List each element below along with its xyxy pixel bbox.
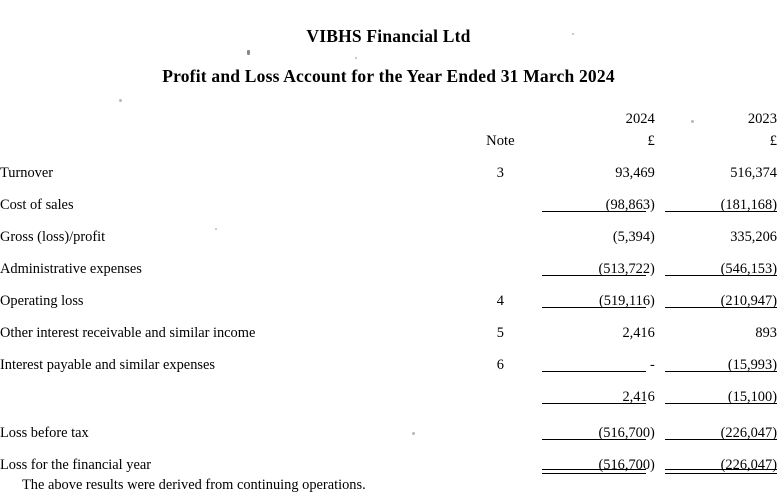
- table-header-row-units: Note £ £: [0, 128, 777, 150]
- profit-and-loss-table: 2024 2023 Note £ £ Turnover 3 93,469 516…: [0, 108, 777, 474]
- row-note: [467, 214, 534, 246]
- scan-speck: [119, 99, 122, 102]
- row-value-2023: 335,206: [730, 229, 777, 245]
- footnote-text: The above results were derived from cont…: [22, 477, 366, 493]
- header-year-prior: 2023: [747, 111, 777, 127]
- row-value-2024: 2,416: [622, 325, 655, 341]
- row-value-2024: (98,863): [534, 182, 655, 214]
- table-row: Other interest receivable and similar in…: [0, 310, 777, 342]
- row-label: Gross (loss)/profit: [0, 229, 106, 245]
- row-value-2023: (181,168): [655, 182, 777, 214]
- row-value-2024: 93,469: [615, 165, 655, 181]
- row-value-2023: 516,374: [730, 165, 777, 181]
- row-value-2023: (226,047): [655, 442, 777, 474]
- table-row: Cost of sales (98,863) (181,168): [0, 182, 777, 214]
- row-value-2023: (15,993): [655, 342, 777, 374]
- row-note: [467, 442, 534, 474]
- row-value-2024: 2,416: [534, 374, 655, 406]
- company-title: VIBHS Financial Ltd: [306, 26, 471, 46]
- row-value-2024: (5,394): [612, 229, 655, 245]
- row-value-2024: (516,700): [534, 406, 655, 442]
- header-blank: [0, 108, 467, 128]
- statement-title: Profit and Loss Account for the Year End…: [162, 66, 615, 86]
- row-value-2024: (513,722): [534, 246, 655, 278]
- row-value-2023: 893: [755, 325, 777, 341]
- table-header-row-years: 2024 2023: [0, 108, 777, 128]
- row-value-2023: (226,047): [655, 406, 777, 442]
- row-label: Administrative expenses: [0, 261, 142, 277]
- header-currency-current: £: [647, 133, 655, 149]
- row-label: Loss for the financial year: [0, 457, 152, 473]
- table-row: Interest payable and similar expenses 6 …: [0, 342, 777, 374]
- table-row: Gross (loss)/profit (5,394) 335,206: [0, 214, 777, 246]
- row-value-2024: -: [534, 342, 655, 374]
- row-label: Operating loss: [0, 293, 84, 309]
- row-label: Interest payable and similar expenses: [0, 357, 215, 373]
- row-value-2023: (546,153): [655, 246, 777, 278]
- row-note: 6: [496, 357, 504, 373]
- table-header: 2024 2023 Note £ £: [0, 108, 777, 150]
- table-row: Administrative expenses (513,722) (546,1…: [0, 246, 777, 278]
- row-note: 5: [496, 325, 504, 341]
- row-label: Cost of sales: [0, 197, 74, 213]
- row-note: 3: [496, 165, 504, 181]
- row-note: [467, 406, 534, 442]
- row-value-2023: (210,947): [655, 278, 777, 310]
- row-value-2024: (516,700): [534, 442, 655, 474]
- table-row: Operating loss 4 (519,116) (210,947): [0, 278, 777, 310]
- row-label: Turnover: [0, 165, 54, 181]
- row-note: [467, 246, 534, 278]
- header-note-blank: [467, 108, 534, 128]
- table-body: Turnover 3 93,469 516,374 Cost of sales …: [0, 150, 777, 474]
- table-row-subtotal: 2,416 (15,100): [0, 374, 777, 406]
- table-row: Turnover 3 93,469 516,374: [0, 150, 777, 182]
- row-label: Loss before tax: [0, 425, 89, 441]
- header-blank-2: [0, 128, 467, 150]
- scan-speck: [355, 57, 357, 59]
- header-currency-prior: £: [769, 133, 777, 149]
- row-note: [467, 374, 534, 406]
- table-row-total: Loss for the financial year (516,700) (2…: [0, 442, 777, 474]
- scan-speck: [247, 50, 250, 55]
- row-value-2023: (15,100): [655, 374, 777, 406]
- row-note: [467, 182, 534, 214]
- row-value-2024: (519,116): [534, 278, 655, 310]
- header-note: Note: [486, 133, 515, 149]
- row-label: [0, 374, 467, 406]
- row-note: 4: [496, 293, 504, 309]
- row-label: Other interest receivable and similar in…: [0, 325, 256, 341]
- header-year-current: 2024: [625, 111, 655, 127]
- table-row: Loss before tax (516,700) (226,047): [0, 406, 777, 442]
